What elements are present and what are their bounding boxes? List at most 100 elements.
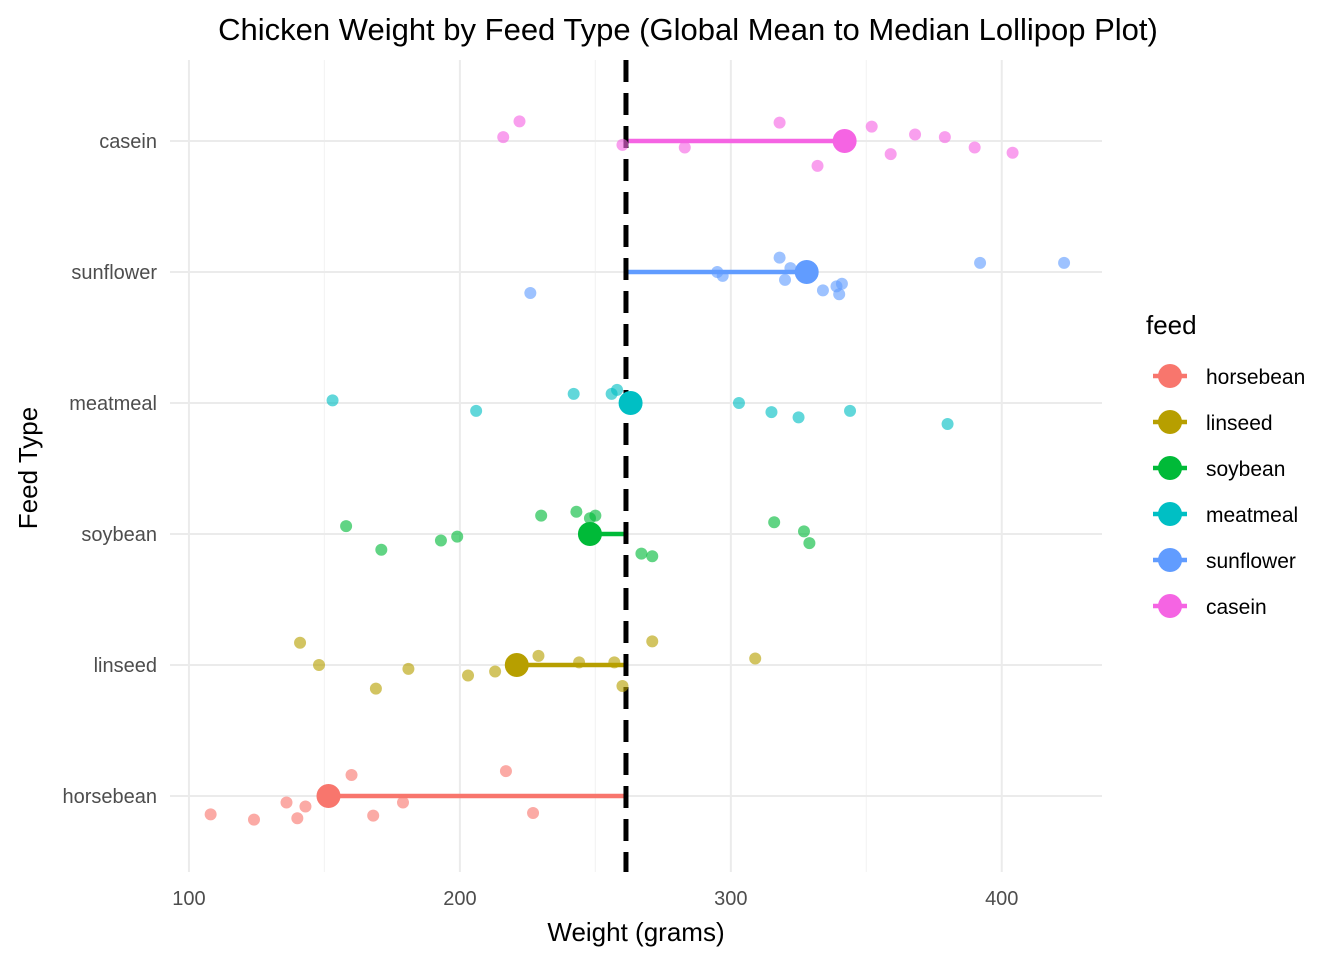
data-point-soybean	[340, 520, 353, 533]
data-point-horsebean	[499, 765, 512, 778]
data-point-horsebean	[299, 800, 312, 813]
data-point-sunflower	[816, 284, 829, 297]
legend-key-dot	[1158, 502, 1182, 526]
data-point-linseed	[462, 669, 475, 682]
legend-key-dot	[1158, 410, 1182, 434]
legend-item-meatmeal: meatmeal	[1153, 502, 1298, 527]
data-point-linseed	[608, 656, 621, 669]
data-point-soybean	[635, 547, 648, 560]
legend-key-dot	[1158, 548, 1182, 572]
x-axis-title: Weight (grams)	[547, 917, 724, 947]
data-point-linseed	[402, 662, 415, 675]
data-point-horsebean	[527, 807, 540, 820]
median-markers	[316, 129, 857, 808]
data-point-soybean	[570, 505, 583, 518]
data-point-meatmeal	[326, 394, 339, 407]
data-point-casein	[865, 120, 878, 133]
data-point-linseed	[532, 649, 545, 662]
data-point-sunflower	[779, 273, 792, 286]
y-tick-label: soybean	[81, 524, 157, 546]
legend-label: linseed	[1206, 412, 1273, 435]
data-point-soybean	[797, 525, 810, 538]
data-point-casein	[497, 131, 510, 144]
data-point-linseed	[313, 659, 326, 671]
legend: feed horsebean linseed soybean meatmeal sunf…	[1146, 310, 1305, 619]
chart-title: Chicken Weight by Feed Type (Global Mean…	[218, 12, 1158, 47]
data-point-sunflower	[716, 269, 729, 282]
grid	[170, 60, 1102, 872]
data-point-linseed	[749, 652, 762, 665]
x-tick-label: 100	[172, 888, 205, 910]
data-point-casein	[811, 159, 824, 172]
data-point-horsebean	[345, 769, 358, 782]
median-marker-linseed	[504, 653, 529, 677]
data-point-soybean	[451, 530, 464, 543]
legend-title: feed	[1146, 310, 1197, 340]
legend-item-horsebean: horsebean	[1153, 364, 1305, 389]
data-point-casein	[884, 148, 897, 161]
data-point-meatmeal	[611, 383, 624, 396]
data-point-sunflower	[784, 262, 797, 275]
data-point-meatmeal	[941, 417, 954, 430]
legend-item-sunflower: sunflower	[1153, 548, 1296, 573]
y-axis-tick-labels: horsebean linseed soybean meatmeal sunflower…	[62, 131, 157, 808]
median-marker-casein	[832, 129, 857, 153]
y-axis-title: Feed Type	[13, 407, 43, 529]
data-point-soybean	[803, 537, 816, 550]
y-tick-label: sunflower	[71, 262, 157, 284]
data-point-linseed	[646, 635, 659, 648]
data-point-horsebean	[280, 796, 293, 809]
median-marker-soybean	[577, 522, 602, 546]
x-tick-label: 300	[714, 888, 747, 910]
y-tick-label: meatmeal	[69, 393, 157, 415]
x-tick-label: 200	[443, 888, 476, 910]
data-point-meatmeal	[567, 387, 580, 400]
legend-label: casein	[1206, 596, 1267, 619]
data-point-meatmeal	[765, 406, 778, 419]
data-point-casein	[938, 131, 951, 144]
legend-key-dot	[1158, 456, 1182, 480]
median-marker-horsebean	[316, 784, 341, 808]
data-point-soybean	[589, 509, 602, 522]
data-point-horsebean	[291, 812, 304, 825]
data-point-linseed	[369, 682, 382, 695]
data-point-linseed	[489, 665, 502, 678]
data-point-sunflower	[835, 277, 848, 290]
y-tick-label: linseed	[94, 655, 157, 677]
x-tick-label: 400	[985, 888, 1018, 910]
x-axis-tick-labels: 100 200 300 400	[172, 888, 1018, 910]
data-point-horsebean	[367, 809, 380, 822]
data-point-sunflower	[833, 288, 846, 301]
data-point-soybean	[375, 543, 388, 556]
data-point-linseed	[616, 679, 629, 692]
data-points	[204, 115, 1071, 826]
data-point-meatmeal	[844, 404, 857, 417]
data-point-horsebean	[204, 808, 217, 821]
data-point-casein	[773, 116, 786, 129]
data-point-sunflower	[1058, 256, 1071, 269]
data-point-casein	[513, 115, 526, 128]
data-point-sunflower	[773, 251, 786, 264]
data-point-casein	[616, 138, 629, 151]
legend-item-casein: casein	[1153, 594, 1267, 619]
data-point-casein	[678, 141, 691, 154]
y-tick-label: casein	[99, 131, 157, 153]
median-marker-meatmeal	[618, 391, 643, 415]
median-marker-sunflower	[794, 260, 819, 284]
data-point-soybean	[646, 550, 659, 563]
data-point-horsebean	[397, 796, 409, 809]
lollipop-stems	[328, 138, 845, 799]
data-point-meatmeal	[732, 397, 745, 409]
legend-key-dot	[1158, 594, 1182, 618]
data-point-sunflower	[524, 286, 537, 299]
data-point-casein	[1006, 146, 1019, 159]
data-point-soybean	[535, 509, 548, 522]
data-point-horsebean	[247, 813, 260, 826]
data-point-meatmeal	[792, 411, 805, 424]
legend-label: sunflower	[1206, 550, 1296, 573]
data-point-soybean	[768, 516, 781, 529]
legend-key-dot	[1158, 364, 1182, 388]
legend-label: horsebean	[1206, 366, 1305, 389]
